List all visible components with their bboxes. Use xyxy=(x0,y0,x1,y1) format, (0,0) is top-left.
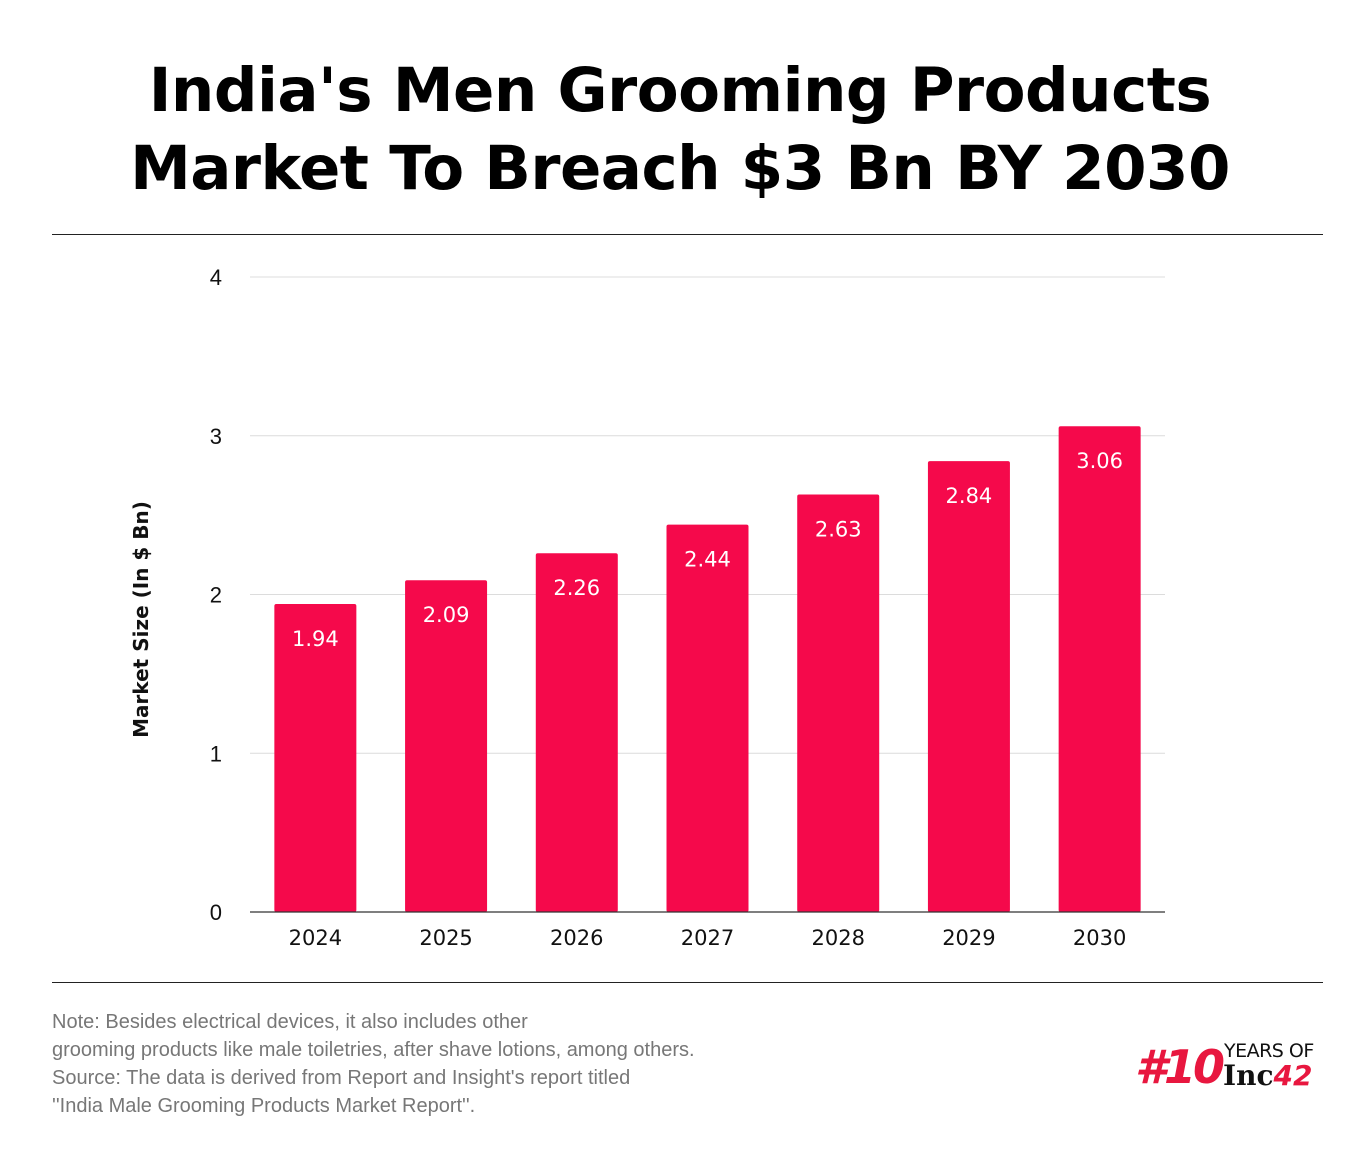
chart-title-line-2: Market To Breach $3 Bn BY 2030 xyxy=(130,133,1230,204)
y-tick-label-3: 3 xyxy=(210,424,222,449)
bar-2024 xyxy=(274,604,357,912)
bar-2026 xyxy=(535,553,618,912)
logo-hash-10: #10 xyxy=(1135,1040,1225,1094)
data-label-2029: 2.84 xyxy=(946,484,993,508)
y-tick-label-4: 4 xyxy=(210,265,222,290)
data-label-2025: 2.09 xyxy=(423,603,470,627)
x-tick-label-2026: 2026 xyxy=(550,926,603,950)
x-tick-label-2028: 2028 xyxy=(811,926,864,950)
bar-2027 xyxy=(666,524,749,912)
logo-42-text: 42 xyxy=(1273,1059,1313,1092)
logo-inc42: Inc42 xyxy=(1223,1060,1312,1092)
logo-years-of: YEARS OF xyxy=(1224,1040,1314,1062)
bar-2028 xyxy=(797,494,880,912)
chart-title-line-1: India's Men Grooming Products xyxy=(148,55,1212,126)
bar-2029 xyxy=(927,461,1010,912)
y-tick-label-0: 0 xyxy=(210,900,222,925)
data-label-2028: 2.63 xyxy=(815,517,862,541)
data-label-2027: 2.44 xyxy=(684,548,731,572)
x-tick-label-2030: 2030 xyxy=(1073,926,1126,950)
y-tick-label-2: 2 xyxy=(210,583,222,608)
inc42-logo: #10 YEARS OF Inc42 xyxy=(1135,1040,1330,1096)
note-line-2: grooming products like male toiletries, … xyxy=(52,1039,695,1061)
x-tick-label-2029: 2029 xyxy=(942,926,995,950)
bar-2025 xyxy=(405,580,488,912)
bar-chart: 0 1 2 3 4 1.94 2024 2.09 2025 2.26 2026 2.44 2027 2.6… xyxy=(129,265,1165,950)
y-axis-label: Market Size (In $ Bn) xyxy=(129,501,153,738)
bar-2030 xyxy=(1058,426,1141,912)
y-tick-label-1: 1 xyxy=(210,741,222,766)
x-tick-label-2027: 2027 xyxy=(681,926,734,950)
chart-title: India's Men Grooming Products Market To … xyxy=(0,52,1360,208)
data-label-2026: 2.26 xyxy=(553,576,600,600)
footnote: Note: Besides electrical devices, it als… xyxy=(52,1008,695,1120)
data-label-2024: 1.94 xyxy=(292,627,339,651)
bottom-divider xyxy=(52,982,1323,983)
data-label-2030: 3.06 xyxy=(1076,449,1123,473)
top-divider xyxy=(52,234,1323,235)
logo-inc-text: Inc xyxy=(1223,1059,1274,1092)
note-line-1: Note: Besides electrical devices, it als… xyxy=(52,1011,528,1033)
x-tick-label-2024: 2024 xyxy=(289,926,342,950)
x-tick-label-2025: 2025 xyxy=(419,926,472,950)
source-line-1: Source: The data is derived from Report … xyxy=(52,1067,631,1089)
source-line-2: ''India Male Grooming Products Market Re… xyxy=(52,1095,476,1117)
